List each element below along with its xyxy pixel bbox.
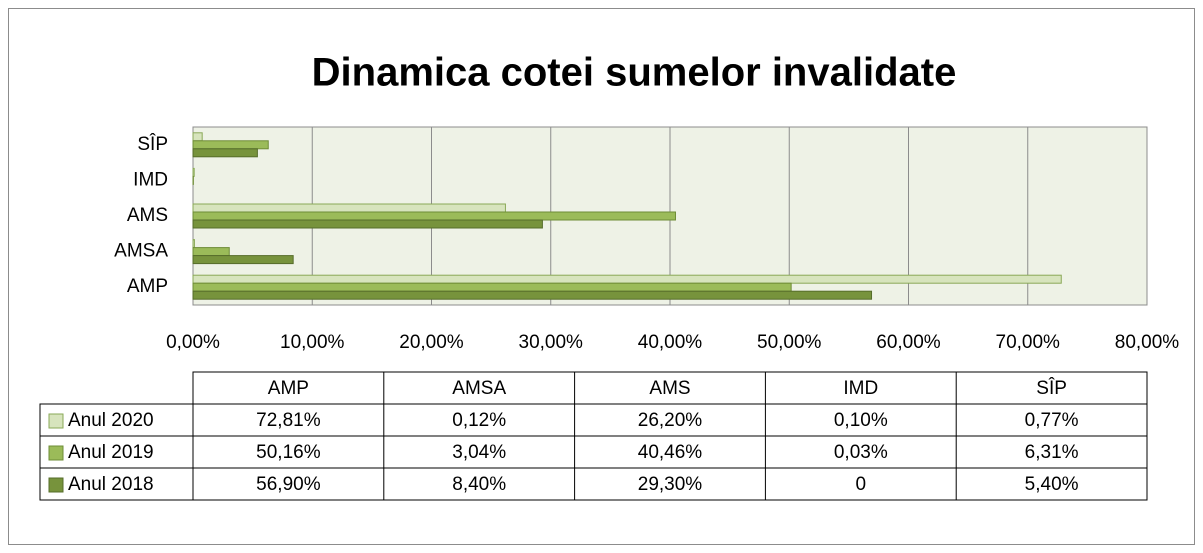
legend-label: Anul 2019 [68, 442, 154, 463]
bar [192, 211, 676, 221]
bar [192, 140, 269, 150]
legend-swatch [48, 413, 64, 429]
table-cell: 3,04% [452, 442, 506, 463]
x-tick-label: 10,00% [280, 332, 345, 353]
y-tick-label: IMD [133, 169, 168, 190]
table-header: IMD [843, 378, 878, 399]
table-cell: 8,40% [452, 474, 506, 495]
table-header: AMSA [452, 378, 506, 399]
bar [192, 274, 1062, 284]
x-tick-label: 70,00% [996, 332, 1061, 353]
table-cell: 6,31% [1025, 442, 1079, 463]
legend-swatch [48, 477, 64, 493]
table-cell: 0 [856, 474, 867, 495]
bar [192, 290, 873, 300]
bar [192, 255, 294, 265]
table-cell: 72,81% [256, 410, 321, 431]
bar [192, 239, 195, 249]
bar [192, 282, 792, 292]
bar [192, 132, 203, 142]
x-tick-label: 40,00% [638, 332, 703, 353]
bar [192, 167, 195, 177]
x-tick-label: 50,00% [757, 332, 822, 353]
bar [192, 203, 506, 213]
table-cell: 50,16% [256, 442, 321, 463]
table-header: AMP [268, 378, 309, 399]
chart-title: Dinamica cotei sumelor invalidate [312, 51, 957, 95]
legend-swatch [48, 445, 64, 461]
table-cell: 0,10% [834, 410, 888, 431]
table-header: AMS [649, 378, 690, 399]
y-tick-label: SÎP [137, 133, 168, 155]
x-tick-label: 60,00% [876, 332, 941, 353]
x-tick-label: 80,00% [1115, 332, 1180, 353]
table-cell: 0,77% [1025, 410, 1079, 431]
y-tick-label: AMP [127, 276, 168, 297]
table-cell: 0,03% [834, 442, 888, 463]
x-tick-label: 30,00% [519, 332, 584, 353]
table-cell: 26,20% [638, 410, 703, 431]
table-cell: 0,12% [452, 410, 506, 431]
legend-label: Anul 2018 [68, 474, 154, 495]
bar [192, 219, 543, 229]
table-cell: 5,40% [1025, 474, 1079, 495]
y-tick-label: AMSA [114, 241, 168, 262]
y-tick-label: AMS [127, 205, 168, 226]
x-tick-label: 20,00% [399, 332, 464, 353]
table-cell: 40,46% [638, 442, 703, 463]
table-cell: 56,90% [256, 474, 321, 495]
x-tick-label: 0,00% [166, 332, 220, 353]
table-header: SÎP [1036, 377, 1067, 399]
bar [192, 247, 230, 257]
legend-label: Anul 2020 [68, 410, 154, 431]
table-cell: 29,30% [638, 474, 703, 495]
bar [192, 148, 258, 158]
